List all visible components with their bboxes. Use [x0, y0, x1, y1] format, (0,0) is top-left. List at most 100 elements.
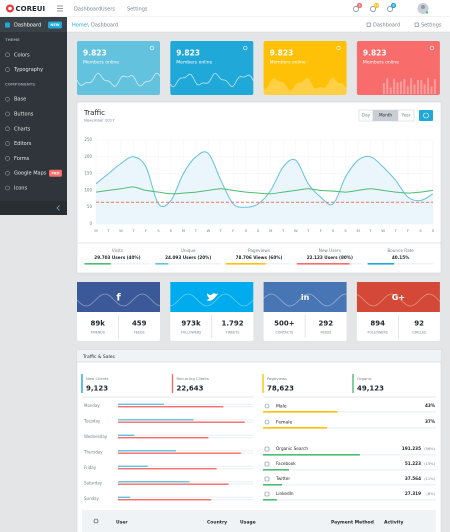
sidebar-icon	[5, 111, 10, 117]
stat-label: New Users	[319, 248, 341, 253]
social-value: 92	[414, 320, 424, 328]
sidebar	[0, 17, 67, 215]
progress-track	[263, 411, 436, 413]
x-tick-label: M	[182, 228, 185, 233]
avatar-status	[425, 11, 429, 14]
source-icon	[264, 446, 270, 452]
social-value: 1.792	[221, 320, 243, 328]
breadcrumb	[67, 17, 450, 32]
sales-card	[76, 349, 442, 532]
gender-value: 37%	[425, 419, 436, 424]
breadcrumb-action[interactable]: Dashboard	[373, 23, 400, 29]
card-decoration	[169, 72, 254, 88]
sidebar-section-title: COMPONENTS	[5, 81, 35, 86]
social-value: 292	[319, 320, 334, 328]
y-tick-label: 50	[87, 204, 93, 209]
progress-track	[263, 499, 436, 501]
progress-bar	[118, 403, 164, 405]
progress-bar	[263, 484, 283, 486]
sidebar-badge	[48, 21, 62, 29]
progress-track	[118, 434, 253, 436]
progress-bar	[118, 434, 135, 436]
source-icon	[264, 491, 270, 497]
social-decoration	[170, 293, 254, 307]
source-label: Facebook	[276, 461, 296, 466]
stat-card	[170, 41, 254, 95]
header-icon[interactable]	[370, 6, 376, 12]
day-label: Monday	[84, 403, 100, 408]
stat-card	[356, 41, 440, 95]
x-tick-label: F	[320, 228, 322, 233]
progress-track	[367, 263, 434, 265]
header-icon[interactable]	[353, 6, 359, 12]
social-value: 973k	[181, 320, 201, 328]
progress-bar	[296, 263, 350, 265]
progress-bar	[263, 411, 338, 413]
badge-text: 9	[392, 4, 394, 8]
sidebar-item-hit[interactable]	[0, 151, 67, 165]
download-icon	[423, 112, 429, 119]
sidebar-item-hit[interactable]	[0, 137, 67, 151]
social-value: 500+	[274, 320, 295, 328]
card-menu-icon[interactable]	[149, 45, 155, 51]
card-label: Members online	[176, 60, 212, 66]
toggle-button-label: Day	[362, 113, 371, 118]
x-tick-label: S	[257, 228, 260, 233]
card-decoration	[393, 78, 396, 94]
card-decoration	[427, 78, 430, 94]
card-label: Members online	[83, 60, 119, 66]
card-label: Members online	[363, 60, 399, 66]
progress-bar	[118, 452, 241, 454]
user-icon	[93, 518, 99, 524]
chevron	[56, 205, 60, 211]
toggle-button[interactable]	[397, 109, 415, 122]
x-tick-label: M	[94, 228, 97, 233]
gender-label: Female	[276, 420, 293, 426]
progress-bar	[263, 427, 328, 429]
gender-value: 43%	[425, 403, 436, 408]
social-header	[263, 282, 347, 312]
sidebar-item-hit[interactable]	[0, 48, 67, 62]
sidebar-item-hit[interactable]	[0, 107, 67, 121]
stat-value: 29.703 Users (40%)	[94, 255, 140, 260]
social-value: 894	[370, 320, 385, 328]
card-decoration	[420, 80, 423, 94]
day-label: Saturday	[84, 481, 103, 486]
source-label: Twitter	[275, 476, 290, 481]
area	[96, 151, 433, 224]
table-column: Country	[207, 520, 227, 526]
card-menu-icon[interactable]	[243, 45, 248, 51]
header	[0, 0, 450, 17]
header-icon[interactable]	[387, 6, 393, 12]
social-label: FRIENDS	[91, 331, 105, 335]
nav-link[interactable]: Dashboard	[74, 7, 101, 13]
kpi-value: 49,123	[357, 385, 384, 393]
toggle-button-label: Month	[379, 113, 392, 118]
card-decoration	[263, 77, 347, 95]
social-value: 89k	[91, 320, 106, 328]
sidebar-minimizer[interactable]	[0, 201, 67, 215]
breadcrumb-item[interactable]: Home	[72, 23, 87, 29]
sidebar-icon	[5, 52, 10, 58]
nav-link[interactable]: Settings	[127, 7, 148, 13]
table-column: Usage	[240, 520, 256, 526]
sidebar-item-hit[interactable]	[0, 92, 67, 106]
source-share: (15%)	[424, 462, 435, 466]
sidebar-item-hit[interactable]	[0, 181, 67, 195]
x-tick-label: T	[368, 228, 372, 233]
sidebar-item-hit[interactable]	[0, 122, 67, 136]
stat-value: 40.15%	[392, 255, 410, 260]
x-tick-label: T	[306, 228, 310, 233]
badge-text: 5	[358, 4, 360, 8]
breadcrumb-action[interactable]: Settings	[421, 23, 442, 29]
source-value: 37.564	[405, 476, 421, 481]
social-label: FEEDS	[320, 331, 331, 335]
card-decoration	[410, 78, 413, 94]
day-label: Friday	[84, 465, 97, 470]
social-icon: f	[116, 293, 121, 304]
nav-link[interactable]: Users	[101, 7, 115, 13]
card-menu-icon[interactable]	[429, 45, 435, 51]
download-button[interactable]	[419, 110, 433, 121]
card-menu-icon[interactable]	[336, 45, 341, 51]
